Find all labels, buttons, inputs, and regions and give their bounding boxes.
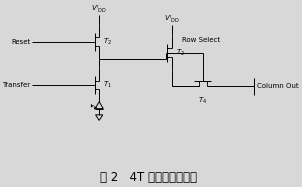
Text: Transfer: Transfer (2, 82, 31, 88)
Text: $V'_{\rm DD}$: $V'_{\rm DD}$ (164, 13, 180, 24)
Text: $V'_{\rm DD}$: $V'_{\rm DD}$ (91, 4, 107, 15)
Text: Column Out: Column Out (257, 83, 299, 89)
Text: Reset: Reset (11, 39, 31, 45)
Text: $T_2$: $T_2$ (103, 37, 112, 47)
Text: Row Select: Row Select (182, 37, 220, 43)
Text: $T_4$: $T_4$ (198, 96, 207, 106)
Text: $T_2$: $T_2$ (175, 48, 185, 58)
Text: $T_1$: $T_1$ (103, 80, 112, 90)
Text: 图 2   4T 有源像素示意图: 图 2 4T 有源像素示意图 (100, 171, 197, 184)
